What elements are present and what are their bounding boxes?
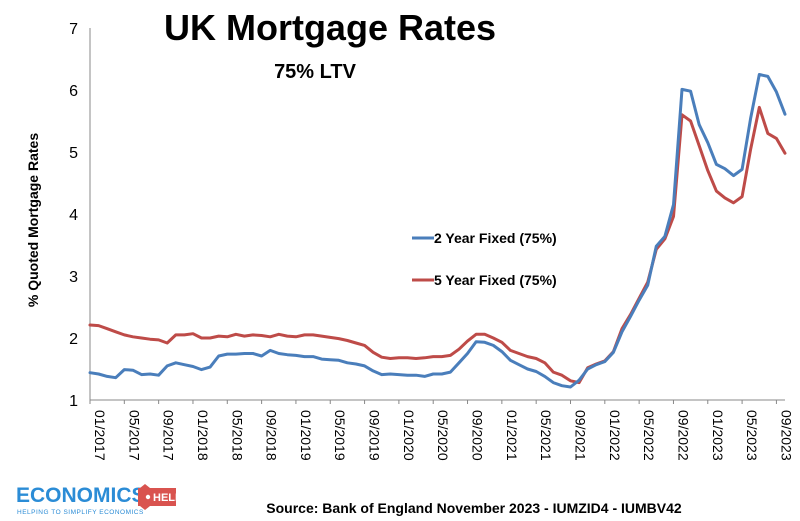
- x-tick-label: 09/2020: [470, 410, 486, 461]
- logo-badge: [138, 484, 176, 510]
- x-tick-label: 01/2022: [607, 410, 623, 461]
- logo-badge-label: HELP: [153, 492, 182, 504]
- x-tick-labels: 01/2017 05/2017 09/2017 01/2018 05/2018 09/20…: [89, 400, 794, 461]
- x-tick-label: 05/2022: [641, 410, 657, 461]
- x-tick-label: 01/2018: [195, 410, 211, 461]
- x-tick-label: 09/2017: [161, 410, 177, 461]
- x-tick-label: 01/2017: [92, 410, 108, 461]
- y-tick-labels: 1 2 3 4 5 6 7: [69, 21, 78, 410]
- x-tick-label: 05/2021: [538, 410, 554, 461]
- y-tick-label: 5: [69, 145, 78, 162]
- x-tick-label: 05/2023: [744, 410, 760, 461]
- x-tick-label: 05/2018: [229, 410, 245, 461]
- legend-label: 2 Year Fixed (75%): [434, 230, 557, 246]
- chart-subtitle: 75% LTV: [274, 61, 357, 83]
- legend: 2 Year Fixed (75%) 5 Year Fixed (75%): [412, 230, 557, 288]
- logo-tagline: HELPING TO SIMPLIFY ECONOMICS: [17, 509, 144, 516]
- x-tick-label: 01/2019: [298, 410, 314, 461]
- y-tick-label: 6: [69, 83, 78, 100]
- x-tick-label: 01/2021: [504, 410, 520, 461]
- y-tick-label: 1: [69, 393, 78, 410]
- y-tick-label: 4: [69, 207, 78, 224]
- source-note: Source: Bank of England November 2023 - …: [266, 500, 682, 516]
- x-tick-label: 09/2021: [572, 410, 588, 461]
- y-axis-label: % Quoted Mortgage Rates: [25, 133, 41, 307]
- x-tick-label: 05/2020: [435, 410, 451, 461]
- series-lines: [88, 73, 787, 389]
- x-tick-label: 01/2020: [401, 410, 417, 461]
- logo-wordmark: ECONOMICS: [16, 484, 146, 507]
- x-tick-label: 09/2022: [675, 410, 691, 461]
- logo-badge-hole-icon: [145, 494, 151, 500]
- x-tick-label: 09/2018: [264, 410, 280, 461]
- x-tick-label: 05/2019: [332, 410, 348, 461]
- chart-title: UK Mortgage Rates: [164, 7, 496, 48]
- x-tick-label: 05/2017: [126, 410, 142, 461]
- legend-label: 5 Year Fixed (75%): [434, 272, 557, 288]
- y-tick-label: 3: [69, 269, 78, 286]
- x-tick-label: 01/2023: [710, 410, 726, 461]
- series-line-2-year-fixed: [88, 73, 787, 389]
- y-tick-label: 7: [69, 21, 78, 38]
- y-tick-label: 2: [69, 331, 78, 348]
- x-tick-label: 09/2019: [367, 410, 383, 461]
- series-line-5-year-fixed: [88, 105, 787, 385]
- economics-help-logo: ECONOMICS HELP HELPING TO SIMPLIFY ECONO…: [16, 484, 182, 516]
- x-tick-label: 09/2023: [778, 410, 794, 461]
